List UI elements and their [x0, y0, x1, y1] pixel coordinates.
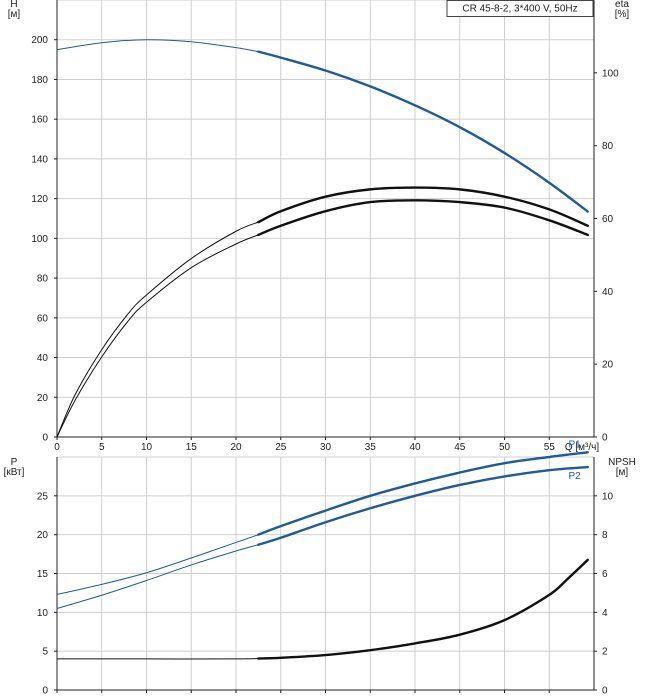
y-axis-label-right: NPSH: [608, 457, 636, 468]
y-tick-label-left: 160: [31, 115, 48, 126]
chart-title: CR 45-8-2, 3*400 V, 50Hz: [462, 4, 577, 15]
series-label-p1: P1: [569, 439, 582, 450]
y-tick-label-left: 140: [31, 154, 48, 165]
title-box: [446, 0, 594, 17]
x-tick-label: 10: [141, 442, 153, 453]
y-tick-label-right: 20: [602, 360, 614, 371]
x-tick-label: 5: [99, 442, 105, 453]
y-tick-label-left: 120: [31, 194, 48, 205]
y-tick-label-right: 0: [602, 433, 608, 444]
y-tick-label-right: 40: [602, 287, 614, 298]
y-tick-label-right: 80: [602, 141, 614, 152]
y-tick-label-left: 60: [37, 313, 49, 324]
y-tick-label-left: 15: [37, 569, 49, 580]
x-tick-label: 20: [230, 442, 242, 453]
y-tick-label-right: 4: [602, 608, 608, 619]
x-tick-label: 0: [54, 442, 60, 453]
y-tick-label-left: 25: [37, 491, 49, 502]
y-tick-label-left: 0: [42, 433, 48, 444]
y-tick-label-right: 0: [602, 686, 608, 697]
x-tick-label: 15: [186, 442, 198, 453]
y-axis-label-left: [кВт]: [4, 467, 25, 478]
series-line-1-0-thick: [257, 451, 589, 536]
series-line-0-2-thin: [56, 234, 259, 438]
y-tick-label-left: 10: [37, 608, 49, 619]
y-axis-label-left: P: [11, 457, 18, 468]
series-line-0-2-thick: [257, 199, 589, 237]
y-tick-label-right: 8: [602, 530, 608, 541]
y-tick-label-right: 100: [602, 68, 619, 79]
x-tick-label: 25: [275, 442, 287, 453]
y-axis-label-left: [м]: [8, 9, 21, 20]
series-line-0-0-thin: [56, 39, 259, 53]
y-tick-label-left: 20: [37, 393, 49, 404]
series-line-1-0-thin: [56, 534, 259, 595]
y-tick-label-left: 20: [37, 530, 49, 541]
series-line-0-1-thin: [56, 221, 259, 438]
y-tick-label-left: 0: [42, 686, 48, 697]
y-tick-label-left: 200: [31, 35, 48, 46]
x-tick-label: 55: [544, 442, 556, 453]
y-axis-label-left: H: [10, 0, 17, 10]
x-tick-label: 50: [499, 442, 511, 453]
y-tick-label-right: 10: [602, 491, 614, 502]
x-tick-label: 30: [320, 442, 332, 453]
y-tick-label-left: 100: [31, 234, 48, 245]
x-axis-label: Q [м³/ч]: [565, 442, 600, 453]
y-tick-label-left: 180: [31, 75, 48, 86]
y-axis-label-right: [%]: [615, 9, 630, 20]
x-tick-label: 35: [365, 442, 377, 453]
y-tick-label-left: 80: [37, 274, 49, 285]
x-tick-label: 45: [454, 442, 466, 453]
series-label-p2: P2: [569, 471, 582, 482]
y-axis-label-right: eta: [615, 0, 629, 10]
y-tick-label-right: 6: [602, 569, 608, 580]
y-tick-label-right: 60: [602, 214, 614, 225]
x-tick-label: 40: [409, 442, 421, 453]
series-line-0-1-thick: [257, 186, 589, 227]
y-tick-label-left: 40: [37, 353, 49, 364]
series-line-1-1-thick: [257, 465, 589, 546]
y-tick-label-left: 5: [42, 647, 48, 658]
series-line-1-2-thick: [257, 558, 589, 660]
y-axis-label-right: [м]: [616, 467, 629, 478]
series-line-1-1-thin: [56, 544, 259, 609]
y-tick-label-right: 2: [602, 647, 608, 658]
series-line-0-0-thick: [257, 50, 589, 213]
